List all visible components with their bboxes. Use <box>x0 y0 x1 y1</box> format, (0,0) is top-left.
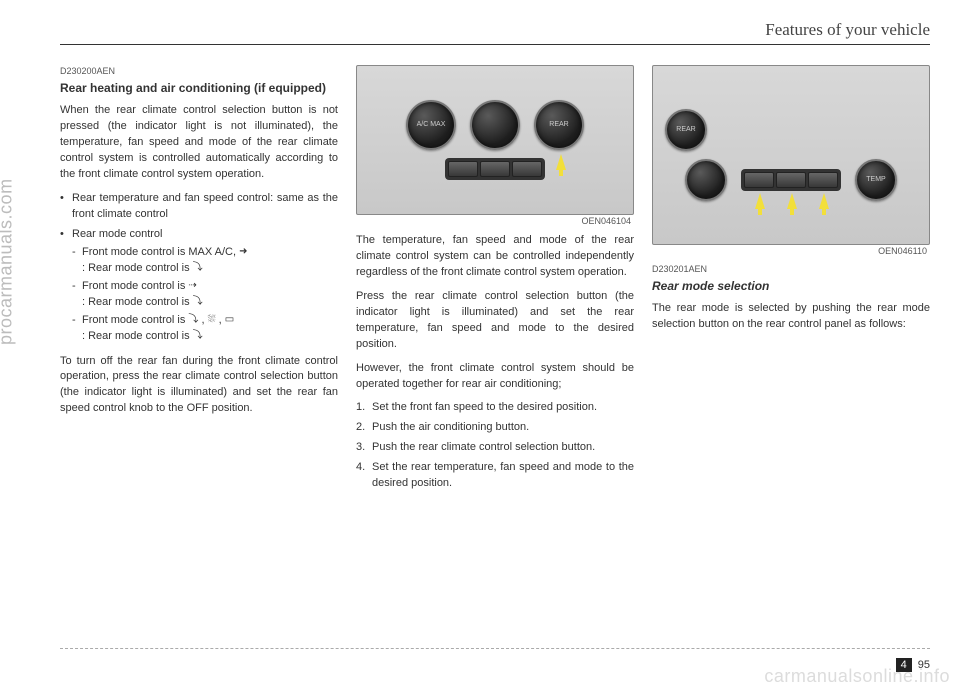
mode-button <box>480 161 510 177</box>
fan-knob <box>685 159 727 201</box>
paragraph: Press the rear climate control selection… <box>356 289 634 353</box>
button-strip <box>741 169 841 191</box>
bullet-text: Rear mode control <box>72 228 163 240</box>
paragraph: However, the front climate control syste… <box>356 361 634 393</box>
figure-front-panel: A/C MAX REAR OEN046104 <box>356 65 634 215</box>
column-3: REAR <box>652 65 930 496</box>
vent-foot-icon: ⤵ <box>188 313 198 328</box>
figure-rear-panel: REAR <box>652 65 930 245</box>
step-item: Set the rear temperature, fan speed and … <box>356 460 634 492</box>
column-2: A/C MAX REAR OEN046104 The temperature, … <box>356 65 634 496</box>
step-item: Set the front fan speed to the desired p… <box>356 400 634 416</box>
bullet-item: Rear temperature and fan speed control: … <box>60 191 338 223</box>
sub-text: Front mode control is MAX A/C, <box>82 246 236 258</box>
vent-bilevel-icon: ⇢ <box>188 279 196 294</box>
section-title: Rear heating and air conditioning (if eq… <box>60 80 338 97</box>
ac-knob: A/C MAX <box>406 100 456 150</box>
column-1: D230200AEN Rear heating and air conditio… <box>60 65 338 496</box>
vent-defrost-foot-icon: ⛆ <box>208 313 216 328</box>
columns: D230200AEN Rear heating and air conditio… <box>60 65 930 496</box>
arrow-indicator-icon <box>755 193 765 209</box>
paragraph: When the rear climate control selection … <box>60 103 338 183</box>
knob-row-bottom: TEMP <box>685 159 897 201</box>
subsection-title: Rear mode selection <box>652 278 930 295</box>
mode-button <box>776 172 806 188</box>
sub-item: Front mode control is MAX A/C, ➜ : Rear … <box>72 245 338 277</box>
sub-list: Front mode control is MAX A/C, ➜ : Rear … <box>72 245 338 346</box>
side-watermark: procarmanuals.com <box>0 178 17 345</box>
arrow-indicator-icon <box>819 193 829 209</box>
header-title: Features of your vehicle <box>765 20 930 40</box>
arrow-indicator-icon <box>787 193 797 209</box>
sub-text: : Rear mode control is <box>82 262 190 274</box>
bullet-item: Rear mode control Front mode control is … <box>60 227 338 346</box>
figure-caption: OEN046104 <box>581 215 631 228</box>
mode-button <box>448 161 478 177</box>
sub-item: Front mode control is ⤵ , ⛆ , ▭ : Rear m… <box>72 313 338 345</box>
vent-foot-icon: ⤵ <box>193 295 203 310</box>
step-item: Push the air conditioning button. <box>356 420 634 436</box>
sub-text: : Rear mode control is <box>82 331 190 343</box>
sub-text: : Rear mode control is <box>82 296 190 308</box>
mode-button <box>512 161 542 177</box>
knob-row-top: REAR <box>653 109 929 151</box>
paragraph: To turn off the rear fan during the fron… <box>60 354 338 418</box>
steps-list: Set the front fan speed to the desired p… <box>356 400 634 492</box>
knob-row: A/C MAX REAR <box>406 100 584 150</box>
mode-button <box>744 172 774 188</box>
page-content: Features of your vehicle D230200AEN Rear… <box>60 20 930 659</box>
vent-face-icon: ➜ <box>239 245 247 260</box>
vent-foot-icon: ⤵ <box>193 329 203 344</box>
step-item: Push the rear climate control selection … <box>356 440 634 456</box>
bullet-list: Rear temperature and fan speed control: … <box>60 191 338 345</box>
code-label: D230201AEN <box>652 263 930 276</box>
rear-top-knob: REAR <box>665 109 707 151</box>
sub-item: Front mode control is ⇢ : Rear mode cont… <box>72 279 338 311</box>
mode-knob <box>470 100 520 150</box>
mode-buttons-wrap <box>741 169 841 191</box>
paragraph: The rear mode is selected by pushing the… <box>652 301 930 333</box>
knob-label: REAR <box>549 120 568 130</box>
vent-defrost-icon: ▭ <box>225 313 234 328</box>
sub-text: Front mode control is <box>82 280 185 292</box>
figure-caption: OEN046110 <box>878 245 927 258</box>
vent-foot-icon: ⤵ <box>193 261 203 276</box>
bottom-watermark: carmanualsonline.info <box>764 666 950 687</box>
rear-knob: REAR <box>534 100 584 150</box>
mode-button <box>808 172 838 188</box>
page-header: Features of your vehicle <box>60 20 930 45</box>
temp-knob: TEMP <box>855 159 897 201</box>
arrow-indicator-icon <box>556 154 566 170</box>
paragraph: The temperature, fan speed and mode of t… <box>356 233 634 281</box>
sub-text: Front mode control is <box>82 314 185 326</box>
code-label: D230200AEN <box>60 65 338 78</box>
button-strip <box>445 158 545 180</box>
